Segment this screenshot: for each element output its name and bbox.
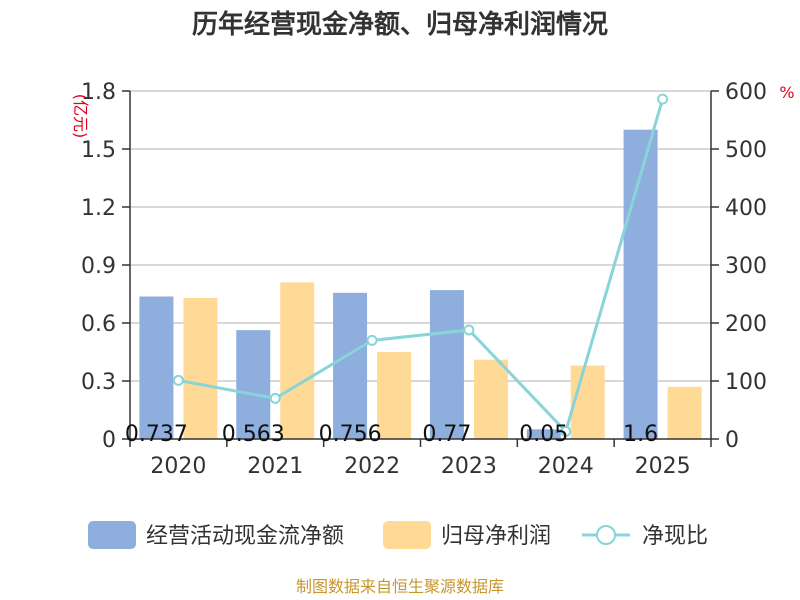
axes: 0 0.3 0.6 0.9 1.2 1.5 1.8 0 100 200 300 400 500 600 20…: [81, 80, 767, 479]
legend[interactable]: 经营活动现金流净额 归母净利润 净现比: [88, 521, 708, 549]
data-label-operating-cash-flow: 0.563: [222, 422, 285, 447]
ratio-line: [172, 93, 669, 437]
x-axis-tick-label: 2024: [538, 454, 594, 479]
data-label-operating-cash-flow: 1.6: [623, 422, 658, 447]
bar-net-profit: [667, 386, 702, 439]
legend-item-cash-ratio[interactable]: 净现比: [582, 524, 708, 549]
left-axis-tick-label: 0: [102, 428, 116, 453]
right-axis-unit: %: [779, 83, 794, 102]
bar-operating-cash-flow: [526, 429, 561, 439]
data-source-note: 制图数据来自恒生聚源数据库: [296, 577, 504, 596]
ratio-line-point: [657, 93, 669, 105]
legend-swatch: [88, 521, 136, 549]
right-axis-tick-label: 600: [725, 80, 767, 105]
legend-label: 经营活动现金流净额: [146, 524, 344, 549]
chart-title: 历年经营现金净额、归母净利润情况: [192, 9, 608, 40]
bar-net-profit: [280, 282, 315, 439]
x-axis-tick-label: 2023: [441, 454, 497, 479]
left-axis-tick-label: 0.3: [81, 370, 116, 395]
bar-operating-cash-flow: [139, 296, 174, 439]
right-axis-tick-label: 0: [725, 428, 739, 453]
x-axis-tick-label: 2021: [247, 454, 303, 479]
left-axis-tick-label: 1.5: [81, 138, 116, 163]
ratio-line-point: [366, 334, 378, 346]
right-axis-tick-label: 300: [725, 254, 767, 279]
right-axis-tick-label: 200: [725, 312, 767, 337]
bar-operating-cash-flow: [236, 330, 271, 439]
left-axis-tick-label: 1.8: [81, 80, 116, 105]
left-axis-tick-label: 0.6: [81, 312, 116, 337]
bar-operating-cash-flow: [623, 129, 658, 439]
ratio-line-point: [172, 374, 184, 386]
legend-item-net-profit[interactable]: 归母净利润: [383, 521, 551, 549]
bar-operating-cash-flow: [429, 290, 464, 439]
bar-net-profit: [377, 352, 412, 439]
bar-net-profit: [473, 359, 508, 439]
bar-net-profit: [570, 365, 605, 439]
legend-swatch: [383, 521, 431, 549]
ratio-line-path: [178, 98, 665, 435]
legend-label: 归母净利润: [441, 524, 551, 549]
right-axis-tick-label: 400: [725, 196, 767, 221]
bar-operating-cash-flow: [333, 292, 368, 439]
x-axis-tick-label: 2022: [344, 454, 400, 479]
data-label-operating-cash-flow: 0.737: [125, 422, 188, 447]
data-label-operating-cash-flow: 0.77: [422, 422, 471, 447]
right-axis-tick-label: 500: [725, 138, 767, 163]
legend-label: 净现比: [642, 524, 708, 549]
ratio-line-point: [269, 392, 281, 404]
left-axis-tick-label: 1.2: [81, 196, 116, 221]
left-axis-tick-label: 0.9: [81, 254, 116, 279]
data-labels: 0.737 0.563 0.756 0.77 0.05 1.6: [125, 422, 658, 447]
ratio-line-point: [463, 324, 475, 336]
bar-net-profit: [183, 297, 218, 439]
legend-item-operating-cash-flow[interactable]: 经营活动现金流净额: [88, 521, 344, 549]
data-label-operating-cash-flow: 0.05: [519, 422, 568, 447]
ratio-line-point: [560, 425, 572, 437]
data-label-operating-cash-flow: 0.756: [319, 422, 382, 447]
x-axis-tick-label: 2020: [150, 454, 206, 479]
right-axis-tick-label: 100: [725, 370, 767, 395]
left-axis-unit: (亿元): [71, 94, 90, 139]
legend-swatch-marker: [596, 525, 616, 545]
bars: [139, 129, 702, 439]
x-axis-tick-label: 2025: [635, 454, 691, 479]
